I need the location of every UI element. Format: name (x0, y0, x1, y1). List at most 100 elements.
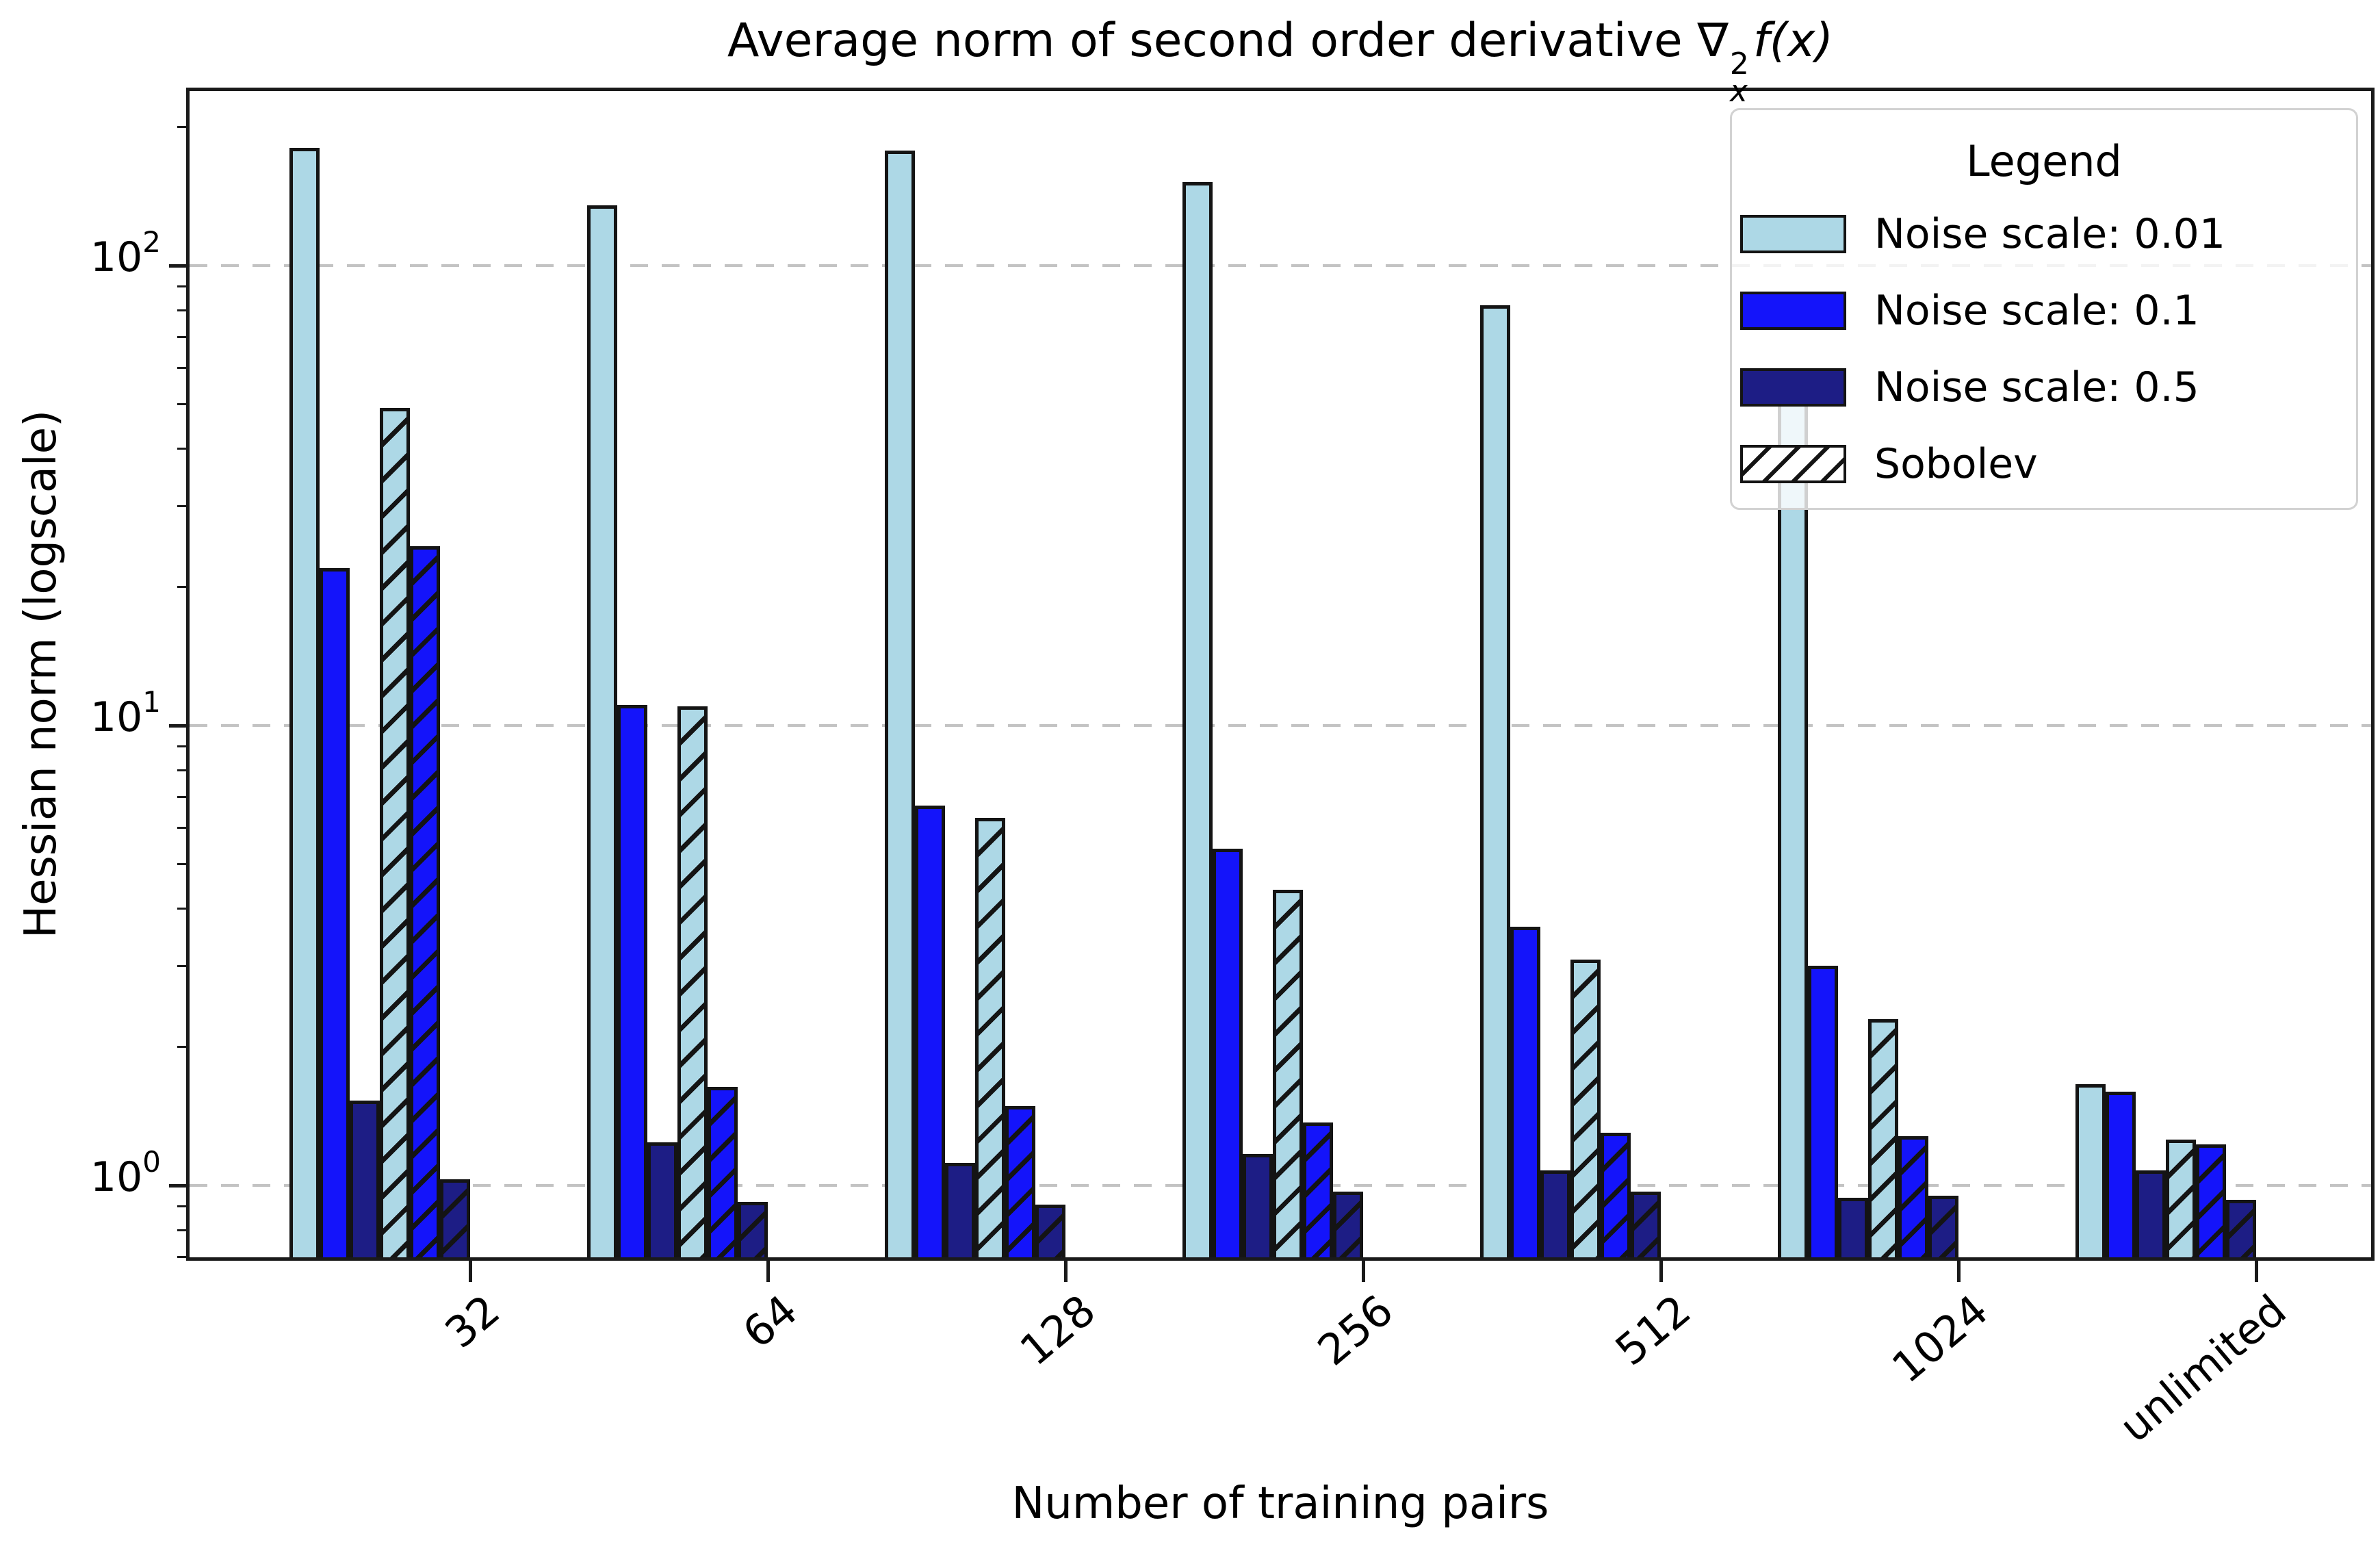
bar-sobolev-noise-0.1--1024 (1898, 1135, 1928, 1257)
x-tick-label-512: 512 (1605, 1285, 1700, 1376)
x-tick (1659, 1257, 1663, 1282)
x-tick (1063, 1257, 1068, 1282)
y-minor-tick (177, 309, 190, 311)
bar-noise-scale-0.5-1024 (1838, 1198, 1868, 1257)
x-tick (1956, 1257, 1961, 1282)
bar-noise-scale-0.5-64 (647, 1142, 677, 1257)
y-minor-tick (177, 862, 190, 865)
y-minor-tick (177, 586, 190, 589)
bar-noise-scale-0.01-512 (1480, 305, 1510, 1257)
y-minor-tick (177, 1255, 190, 1258)
y-minor-tick (177, 402, 190, 405)
bar-sobolev-noise-0.01--unlimited (2166, 1139, 2196, 1257)
bar-sobolev-noise-0.5--unlimited (2226, 1200, 2256, 1257)
y-tick-label: 101 (90, 685, 161, 741)
y-minor-tick (177, 907, 190, 910)
bar-noise-scale-0.01-256 (1182, 181, 1213, 1257)
bar-sobolev-noise-0.1--512 (1601, 1133, 1631, 1257)
x-tick-label-64: 64 (733, 1285, 807, 1359)
bar-sobolev-noise-0.5--1024 (1928, 1195, 1958, 1257)
y-minor-tick (177, 769, 190, 771)
bar-noise-scale-0.1-unlimited (2106, 1091, 2136, 1257)
bar-sobolev-noise-0.5--512 (1631, 1191, 1661, 1257)
bar-noise-scale-0.5-128 (945, 1162, 975, 1257)
bar-noise-scale-0.1-256 (1213, 848, 1243, 1257)
bar-noise-scale-0.01-128 (885, 150, 915, 1257)
x-tick-label-128: 128 (1010, 1285, 1105, 1376)
bar-sobolev-noise-0.01--64 (677, 706, 708, 1257)
y-minor-tick (177, 366, 190, 369)
x-tick (468, 1257, 472, 1282)
bar-noise-scale-0.5-512 (1540, 1170, 1570, 1257)
bar-noise-scale-0.5-32 (350, 1100, 380, 1257)
bar-noise-scale-0.01-32 (289, 148, 320, 1257)
y-gridline (190, 264, 2371, 267)
y-minor-tick (177, 447, 190, 450)
bar-noise-scale-0.1-64 (617, 704, 647, 1257)
x-tick-label-256: 256 (1308, 1285, 1403, 1376)
bar-noise-scale-0.01-1024 (1778, 385, 1808, 1257)
y-minor-tick (177, 1046, 190, 1049)
bar-sobolev-noise-0.1--256 (1303, 1122, 1333, 1257)
y-minor-tick (177, 1229, 190, 1231)
legend-swatch-noise-0.5 (1740, 368, 1846, 407)
x-tick (1361, 1257, 1365, 1282)
bar-sobolev-noise-0.1--32 (410, 546, 440, 1257)
nabla-subscript: x (1729, 74, 1748, 109)
x-tick-label-unlimited: unlimited (2110, 1285, 2296, 1452)
bar-sobolev-noise-0.01--128 (975, 817, 1005, 1257)
legend-label: Noise scale: 0.5 (1874, 363, 2199, 411)
bar-noise-scale-0.01-unlimited (2075, 1084, 2106, 1257)
bar-sobolev-noise-0.5--64 (738, 1202, 768, 1257)
y-minor-tick (177, 504, 190, 507)
y-axis-label: Hessian norm (logscale) (16, 409, 66, 939)
y-major-tick (169, 723, 190, 728)
bar-noise-scale-0.5-unlimited (2136, 1170, 2166, 1257)
y-minor-tick (177, 285, 190, 288)
legend-label: Sobolev (1874, 440, 2038, 488)
bar-sobolev-noise-0.01--512 (1570, 959, 1601, 1257)
legend-title: Legend (1966, 136, 2122, 186)
x-axis-label: Number of training pairs (1011, 1478, 1549, 1529)
bar-noise-scale-0.1-128 (915, 805, 945, 1257)
bar-sobolev-noise-0.1--128 (1005, 1105, 1035, 1257)
nabla-superscript: 2 (1729, 47, 1749, 81)
bar-sobolev-noise-0.01--32 (380, 408, 410, 1257)
legend-swatch-sobolev (1740, 445, 1846, 483)
bar-noise-scale-0.1-1024 (1808, 966, 1838, 1257)
legend-swatch-noise-0.01 (1740, 215, 1846, 253)
legend-box: Legend Noise scale: 0.01 Noise scale: 0.1… (1730, 108, 2358, 510)
y-minor-tick (177, 335, 190, 338)
x-tick (766, 1257, 770, 1282)
x-tick-label-32: 32 (435, 1285, 510, 1359)
y-gridline (190, 724, 2371, 727)
title-function: f(x) (1752, 14, 1834, 68)
bar-sobolev-noise-0.1--unlimited (2196, 1144, 2226, 1257)
bar-noise-scale-0.1-512 (1510, 927, 1540, 1257)
nabla-symbol: ∇ (1697, 14, 1729, 68)
y-minor-tick (177, 1205, 190, 1208)
y-tick-label: 102 (90, 225, 161, 281)
chart-title-text: Average norm of second order derivative (727, 14, 1698, 68)
bar-noise-scale-0.01-64 (587, 205, 617, 1257)
legend-label: Noise scale: 0.01 (1874, 210, 2225, 258)
legend-swatch-noise-0.1 (1740, 292, 1846, 330)
bar-noise-scale-0.1-32 (320, 567, 350, 1257)
y-major-tick (169, 264, 190, 268)
y-minor-tick (177, 964, 190, 967)
y-minor-tick (177, 826, 190, 829)
y-major-tick (169, 1183, 190, 1188)
bar-sobolev-noise-0.5--256 (1333, 1191, 1363, 1257)
bar-sobolev-noise-0.5--128 (1035, 1204, 1065, 1257)
y-minor-tick (177, 126, 190, 129)
x-tick (2254, 1257, 2258, 1282)
y-minor-tick (177, 745, 190, 748)
x-tick-label-1024: 1024 (1883, 1285, 1998, 1393)
y-tick-label: 100 (90, 1145, 161, 1201)
y-minor-tick (177, 795, 190, 798)
chart-title: Average norm of second order derivative … (190, 14, 2371, 109)
bar-noise-scale-0.5-256 (1243, 1154, 1273, 1257)
bar-sobolev-noise-0.01--256 (1273, 889, 1303, 1257)
